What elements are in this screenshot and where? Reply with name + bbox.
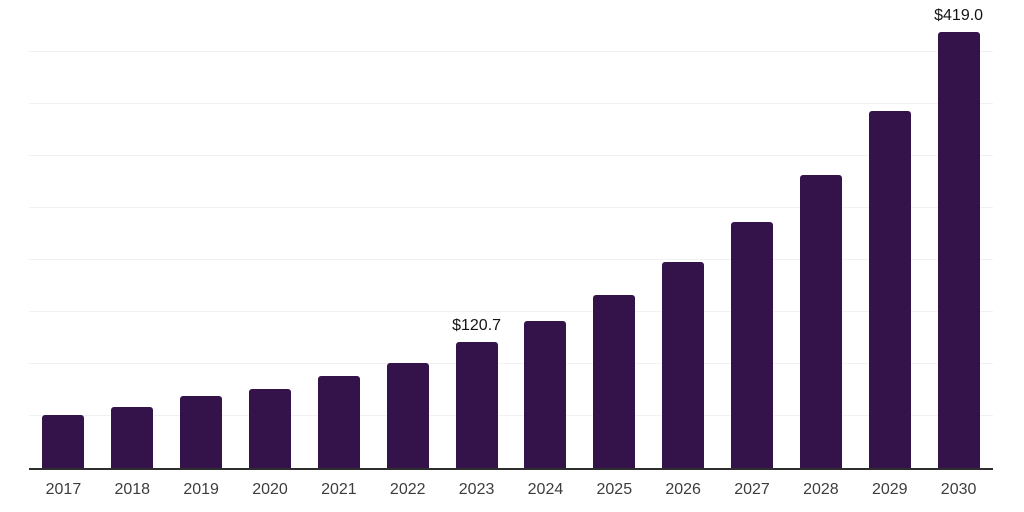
x-tick-label-2025: 2025 [596,481,633,498]
gridline-350 [29,103,993,104]
x-tick-label-2020: 2020 [252,481,288,498]
bar-2025 [593,295,636,468]
bar-slot-2019 [167,0,236,468]
bar-slot-2018 [98,0,167,468]
bar-slot-2024 [511,0,580,468]
bar-slot-2028 [786,0,855,468]
bar-slot-2026 [649,0,718,468]
bar-slots: $120.7 $419.0 [29,0,993,468]
bar-slot-2020 [236,0,305,468]
x-tick-label-2018: 2018 [114,481,151,498]
x-tick-label-2019: 2019 [183,481,219,498]
bar-2021 [317,376,360,468]
x-tick-label-2029: 2029 [871,481,908,498]
gridline-50 [29,415,993,416]
plot-area: $120.7 $419.0 [29,0,993,470]
gridline-250 [29,207,993,208]
bar-slot-2030: $419.0 [924,0,993,468]
x-tick-label-2022: 2022 [389,481,426,498]
x-axis: 2017 2018 2019 2020 2021 2022 2023 2024 2025 2026… [29,481,993,499]
gridline-200 [29,259,993,260]
bar-value-label-2030: $419.0 [934,7,984,24]
bar-2022 [386,363,429,468]
bar-2018 [111,407,154,468]
bar-2020 [249,389,291,468]
bar-2027 [731,222,774,468]
bar-2023 [455,342,498,468]
x-tick-label-2026: 2026 [665,481,701,498]
bar-slot-2025 [580,0,649,468]
x-tick-label-2024: 2024 [527,481,564,498]
x-tick-label-2017: 2017 [45,481,82,498]
bar-2019 [180,396,223,468]
x-tick-label-2028: 2028 [803,481,839,498]
gridline-100 [29,363,993,364]
bar-value-label-2023: $120.7 [452,317,502,334]
bar-slot-2022 [373,0,442,468]
x-tick-label-2027: 2027 [734,481,770,498]
bar-slot-2023: $120.7 [442,0,511,468]
bar-2030 [937,32,980,468]
gridline-300 [29,155,993,156]
gridline-150 [29,311,993,312]
x-tick-label-2021: 2021 [321,481,357,498]
bar-2028 [799,175,842,468]
bar-slot-2029 [855,0,924,468]
bar-2029 [868,111,911,468]
bar-slot-2021 [304,0,373,468]
gridline-400 [29,51,993,52]
x-tick-label-2023: 2023 [458,481,495,498]
x-tick-label-2030: 2030 [940,481,977,498]
bar-slot-2017 [29,0,98,468]
bar-2026 [662,262,705,468]
bar-2017 [42,415,85,468]
bar-slot-2027 [718,0,787,468]
bar-2024 [524,321,567,468]
